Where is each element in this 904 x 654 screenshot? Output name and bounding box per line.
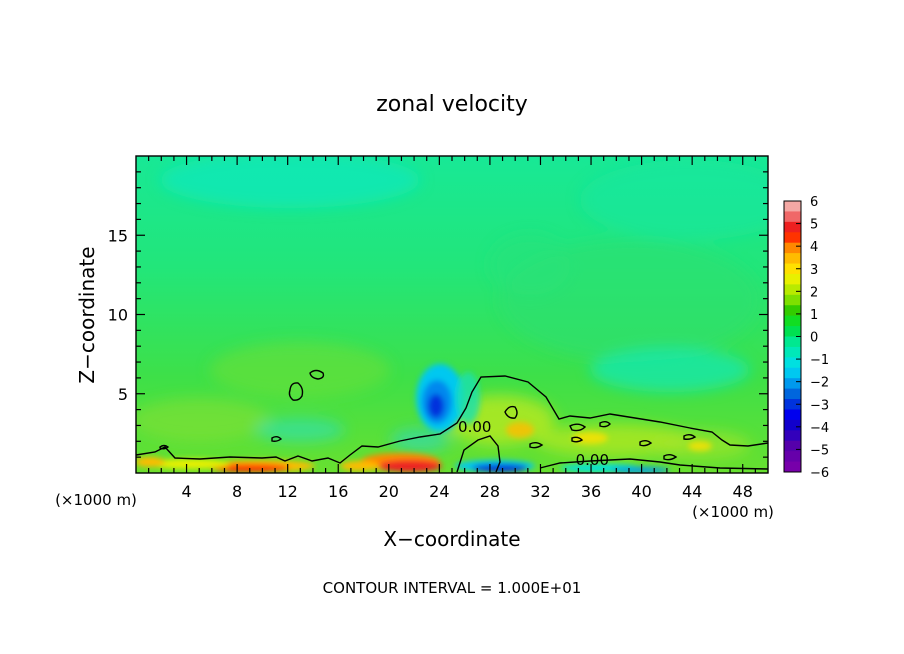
colorbar-swatch xyxy=(784,367,801,379)
colorbar-label: −4 xyxy=(810,421,829,436)
contour-lower xyxy=(539,458,768,470)
colorbar-label: −6 xyxy=(810,466,829,481)
x-tick-label: 24 xyxy=(429,482,449,501)
y-tick-labels: 5 10 15 xyxy=(108,226,128,404)
contour-loop-2 xyxy=(309,369,325,380)
colorbar-swatch xyxy=(784,409,801,421)
colorbar-swatch xyxy=(784,201,801,212)
contour-label: 0.00 xyxy=(576,451,609,469)
colorbar-swatch xyxy=(784,399,801,410)
x-tick-label: 40 xyxy=(631,482,651,501)
colorbar-label: 6 xyxy=(810,195,818,210)
x-unit-label-left: (×1000 m) xyxy=(55,491,137,509)
x-tick-label: 48 xyxy=(733,482,753,501)
contour-loop-10 xyxy=(159,444,170,450)
contour-label: 0.00 xyxy=(458,418,491,436)
ticks xyxy=(136,156,768,473)
zero-contour xyxy=(136,375,768,464)
colorbar-swatch xyxy=(784,378,801,390)
contour-loop-5 xyxy=(599,421,611,428)
contour-loop-7 xyxy=(639,440,653,447)
y-tick-label: 5 xyxy=(118,385,128,404)
colorbar-label: 2 xyxy=(810,285,818,300)
colorbar-label: −2 xyxy=(810,376,829,391)
colorbar-swatch xyxy=(784,440,801,452)
colorbar-swatch xyxy=(784,221,801,233)
colorbar-swatch xyxy=(784,232,801,244)
x-tick-labels: 4 8 12 16 20 24 28 32 36 40 44 48 xyxy=(181,482,752,501)
x-tick-label: 12 xyxy=(278,482,298,501)
colorbar-swatch xyxy=(784,336,801,348)
colorbar-swatch xyxy=(784,242,801,254)
x-unit-label-right: (×1000 m) xyxy=(692,503,774,521)
colorbar-swatch xyxy=(784,284,801,296)
contour-loop-3 xyxy=(504,405,518,419)
colorbar-label: −3 xyxy=(810,398,829,413)
colorbar-swatch xyxy=(784,357,801,369)
x-tick-label: 28 xyxy=(480,482,500,501)
colorbar-swatch xyxy=(784,263,801,275)
contour-loop-9 xyxy=(271,436,283,442)
x-axis-label: X−coordinate xyxy=(383,527,520,551)
colorbar-swatch xyxy=(784,430,801,442)
contour-loop-1 xyxy=(288,382,304,401)
y-tick-label: 15 xyxy=(108,226,128,245)
plot-area: 0.00 0.00 xyxy=(136,156,768,473)
colorbar-label: −5 xyxy=(810,443,829,458)
contour-loop-11 xyxy=(529,442,544,449)
y-axis-label: Z−coordinate xyxy=(75,246,99,383)
x-tick-label: 44 xyxy=(682,482,702,501)
colorbar-label: 4 xyxy=(810,240,818,255)
colorbar-swatch xyxy=(784,273,801,285)
colorbar-swatch xyxy=(784,461,801,473)
colorbar-swatch xyxy=(784,346,801,358)
colorbar-swatch xyxy=(784,211,801,223)
colorbar-swatch xyxy=(784,326,801,337)
colorbar-label: 3 xyxy=(810,263,818,278)
field-shading-detail xyxy=(136,364,712,473)
colorbar-swatch xyxy=(784,388,801,400)
colorbar-label: 0 xyxy=(810,331,818,346)
chart-title: zonal velocity xyxy=(376,92,528,117)
x-tick-label: 36 xyxy=(581,482,601,501)
colorbar-swatch xyxy=(784,419,801,431)
colorbar-label: −1 xyxy=(810,353,829,368)
colorbar-label: 1 xyxy=(810,308,818,323)
colorbar-swatch xyxy=(784,305,801,317)
field-shading xyxy=(136,156,768,459)
contour-dip xyxy=(456,435,501,473)
contour-loop-12 xyxy=(683,434,697,440)
colorbar-labels: 6 5 4 3 2 1 0 −1 −2 −3 −4 −5 −6 xyxy=(810,195,829,481)
contour-lines xyxy=(136,369,768,473)
x-tick-label: 20 xyxy=(379,482,399,501)
contour-loop-8 xyxy=(663,454,678,461)
x-tick-label: 16 xyxy=(328,482,348,501)
x-tick-label: 8 xyxy=(232,482,242,501)
y-tick-label: 10 xyxy=(108,306,128,325)
colorbar-swatch xyxy=(784,315,801,327)
x-tick-label: 32 xyxy=(530,482,550,501)
colorbar-swatch xyxy=(784,294,801,306)
contour-loop-4 xyxy=(569,423,587,432)
colorbar xyxy=(783,200,802,473)
colorbar-swatch xyxy=(784,253,801,265)
colorbar-label: 5 xyxy=(810,218,818,233)
contour-loop-6 xyxy=(571,436,584,443)
contour-labels: 0.00 0.00 xyxy=(458,418,609,469)
contour-interval-note: CONTOUR INTERVAL = 1.000E+01 xyxy=(323,579,582,597)
x-tick-label: 4 xyxy=(181,482,191,501)
colorbar-swatch xyxy=(784,451,801,463)
